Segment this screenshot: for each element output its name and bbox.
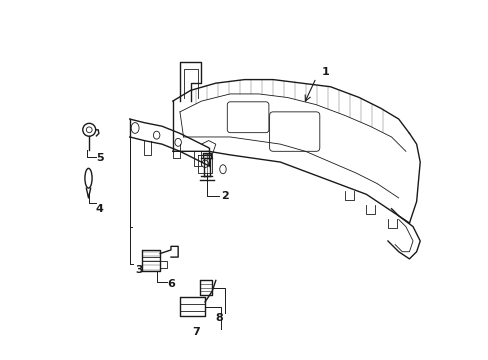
Text: 8: 8 [215, 313, 223, 323]
Text: 3: 3 [135, 265, 142, 275]
Text: 7: 7 [192, 327, 200, 337]
Text: 5: 5 [96, 153, 103, 163]
Text: 1: 1 [321, 67, 328, 77]
Text: 2: 2 [221, 191, 228, 201]
Text: 6: 6 [167, 279, 175, 289]
Text: 4: 4 [95, 204, 103, 214]
